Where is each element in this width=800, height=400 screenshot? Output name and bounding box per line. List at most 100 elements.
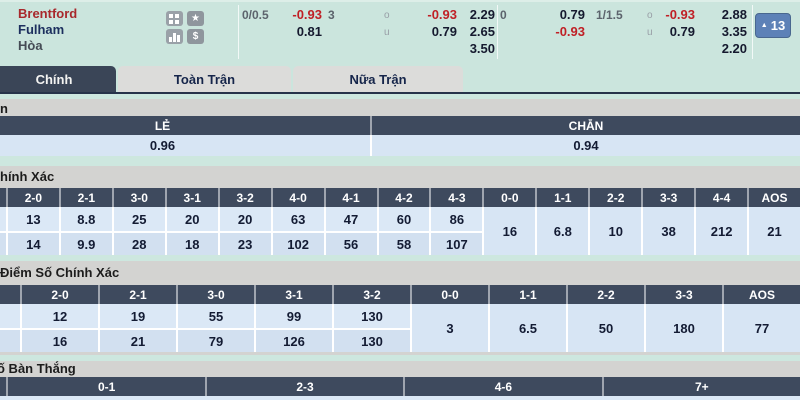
ft-handicap-home-odds[interactable]: -0.93 xyxy=(292,7,322,22)
odds-cell-merged[interactable]: 10 xyxy=(588,207,642,255)
score-column: 99 126 xyxy=(254,304,332,352)
hf-under-odds[interactable]: 0.79 xyxy=(669,24,695,39)
score-column: 19 21 xyxy=(98,304,176,352)
odds-cell[interactable]: 99 xyxy=(256,304,332,328)
hf-1x2-home-odds[interactable]: 2.88 xyxy=(721,7,747,22)
odds-cell[interactable]: 23 xyxy=(219,231,271,255)
hf-handicap-away-odds[interactable]: -0.93 xyxy=(555,24,585,39)
bar-chart-icon[interactable] xyxy=(166,29,183,44)
total-goals-header-row: 0-1 2-3 4-6 7+ xyxy=(0,377,800,396)
odds-cell[interactable]: 102 xyxy=(272,231,324,255)
odds-cell-merged[interactable]: 180 xyxy=(644,304,722,352)
even-value[interactable]: 0.94 xyxy=(370,135,800,156)
column-header: 4-0 xyxy=(270,188,324,207)
ft-1x2-draw-odds[interactable]: 3.50 xyxy=(469,41,495,56)
column-header: 3-0 xyxy=(176,285,254,304)
column-header: 2-2 xyxy=(588,188,641,207)
odds-cell-merged[interactable]: 38 xyxy=(641,207,695,255)
odds-cell[interactable]: 107 xyxy=(431,231,483,255)
column-header: 4-4 xyxy=(694,188,747,207)
hf-1x2-draw-odds[interactable]: 2.20 xyxy=(721,41,747,56)
divider-strip xyxy=(0,255,800,261)
hf-1x2-away-odds[interactable]: 3.35 xyxy=(721,24,747,39)
odd-value[interactable]: 0.96 xyxy=(0,135,371,156)
odd-even-values-row: 0.96 0.94 xyxy=(0,135,800,156)
odds-cell-merged[interactable]: 77 xyxy=(722,304,800,352)
odds-cell-merged[interactable]: 3 xyxy=(410,304,488,352)
markets-count-badge[interactable]: ▲ 13 xyxy=(755,13,791,38)
odds-cell[interactable]: 47 xyxy=(325,207,377,231)
odds-cell[interactable]: 25 xyxy=(113,207,165,231)
odds-cell[interactable]: 20 xyxy=(219,207,271,231)
over-marker: o xyxy=(647,10,653,21)
exact-points-body: 12 16 19 21 55 79 99 126 130 130 3 6.5 50 180… xyxy=(0,304,800,352)
tab-chinh[interactable]: Chính xyxy=(0,66,116,92)
odds-cell-merged[interactable]: 50 xyxy=(566,304,644,352)
odds-cell-merged[interactable]: 6.8 xyxy=(535,207,589,255)
draw-label: Hòa xyxy=(18,38,43,53)
odds-cell-merged[interactable]: 21 xyxy=(747,207,800,255)
score-column-cut xyxy=(0,304,20,352)
ft-handicap-away-odds[interactable]: 0.81 xyxy=(296,24,322,39)
odds-cell-merged[interactable]: 212 xyxy=(694,207,748,255)
column-header: 3-2 xyxy=(217,188,271,207)
column-header: 0-0 xyxy=(482,188,535,207)
ft-handicap-line: 0/0.5 xyxy=(242,8,269,22)
exact-points-table: 2-0 2-1 3-0 3-1 3-2 0-0 1-1 2-2 3-3 AOS … xyxy=(0,285,800,352)
odds-cell[interactable]: 28 xyxy=(113,231,165,255)
odds-cell[interactable]: 21 xyxy=(100,328,176,352)
ft-under-odds[interactable]: 0.79 xyxy=(431,24,457,39)
column-header: 3-2 xyxy=(332,285,410,304)
odds-cell-merged[interactable]: 16 xyxy=(482,207,536,255)
up-arrow-icon: ▲ xyxy=(760,22,768,29)
score-column: 63 102 xyxy=(270,207,324,255)
hf-handicap-home-odds[interactable]: 0.79 xyxy=(559,7,585,22)
odds-cell[interactable]: 16 xyxy=(22,328,98,352)
column-header: 4-3 xyxy=(429,188,482,207)
odds-cell-merged[interactable]: 6.5 xyxy=(488,304,566,352)
ft-1x2-away-odds[interactable]: 2.65 xyxy=(469,24,495,39)
total-goals-values-row-cut xyxy=(0,396,800,400)
ft-over-odds[interactable]: -0.93 xyxy=(427,7,457,22)
odds-cell[interactable]: 55 xyxy=(178,304,254,328)
column-header: 2-1 xyxy=(98,285,176,304)
odds-cell[interactable]: 9.9 xyxy=(60,231,112,255)
odds-cell[interactable]: 126 xyxy=(256,328,332,352)
divider-strip xyxy=(0,156,800,166)
hf-over-odds[interactable]: -0.93 xyxy=(665,7,695,22)
odds-cell[interactable]: 19 xyxy=(100,304,176,328)
ft-1x2-home-odds[interactable]: 2.29 xyxy=(469,7,495,22)
star-icon[interactable]: ★ xyxy=(187,11,204,26)
column-header: 2-0 xyxy=(20,285,98,304)
hf-ou-line: 1/1.5 xyxy=(596,8,623,22)
odds-cell[interactable]: 20 xyxy=(166,207,218,231)
odds-cell[interactable]: 12 xyxy=(22,304,98,328)
odds-cell[interactable]: 130 xyxy=(334,328,410,352)
ft-ou-line: 3 xyxy=(328,8,335,22)
odds-cell[interactable]: 14 xyxy=(7,231,59,255)
column-header: LẺ xyxy=(154,118,171,133)
column-header: 3-3 xyxy=(641,188,694,207)
score-column: 25 28 xyxy=(111,207,165,255)
odds-cell[interactable]: 56 xyxy=(325,231,377,255)
odds-cell[interactable]: 60 xyxy=(378,207,430,231)
grid-icon[interactable] xyxy=(166,11,183,26)
score-column: 47 56 xyxy=(323,207,377,255)
odds-cell[interactable]: 79 xyxy=(178,328,254,352)
market-tabs: Chính Toàn Trận Nữa Trận xyxy=(0,60,800,94)
column-header: CHẴN xyxy=(370,116,800,135)
under-marker: u xyxy=(384,27,390,38)
odds-cell[interactable]: 86 xyxy=(431,207,483,231)
tab-nua-tran[interactable]: Nữa Trận xyxy=(293,66,463,92)
odds-cell[interactable]: 130 xyxy=(334,304,410,328)
tab-toan-tran[interactable]: Toàn Trận xyxy=(118,66,291,92)
column-header: 4-6 xyxy=(403,377,601,396)
odds-cell[interactable]: 13 xyxy=(7,207,59,231)
score-column: 12 16 xyxy=(20,304,98,352)
odds-cell[interactable]: 58 xyxy=(378,231,430,255)
dollar-icon[interactable]: $ xyxy=(187,29,204,44)
odds-cell[interactable]: 8.8 xyxy=(60,207,112,231)
odds-cell[interactable]: 63 xyxy=(272,207,324,231)
odds-cell[interactable]: 18 xyxy=(166,231,218,255)
column-header: 3-1 xyxy=(164,188,218,207)
